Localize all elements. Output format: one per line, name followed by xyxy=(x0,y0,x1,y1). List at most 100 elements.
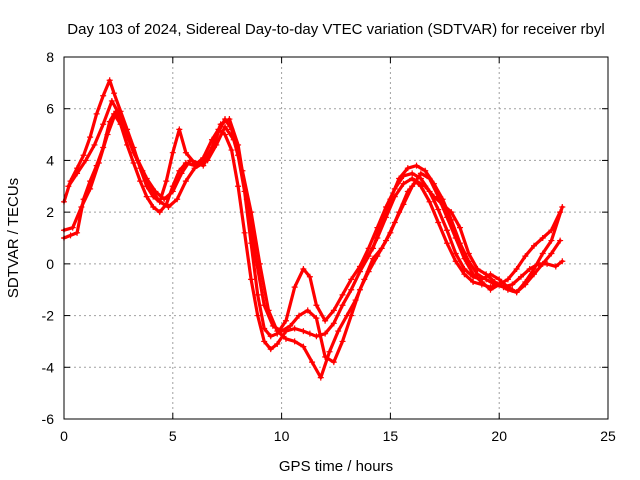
data-point xyxy=(309,359,316,366)
data-point xyxy=(113,108,120,115)
series-markers-2 xyxy=(61,77,564,340)
data-point xyxy=(417,170,424,177)
data-point xyxy=(291,325,298,332)
data-point xyxy=(261,325,268,332)
data-point xyxy=(448,216,455,223)
data-point xyxy=(409,170,416,177)
data-point xyxy=(422,183,429,190)
data-point xyxy=(304,307,311,314)
data-point xyxy=(322,330,329,337)
data-point xyxy=(339,302,346,309)
x-tick-label: 25 xyxy=(600,428,616,444)
data-point xyxy=(139,167,146,174)
x-tick-label: 10 xyxy=(274,428,290,444)
data-point xyxy=(339,338,346,345)
y-tick-label: 0 xyxy=(46,256,54,272)
data-point xyxy=(282,317,289,324)
data-point xyxy=(509,281,516,288)
data-point xyxy=(241,229,248,236)
data-point xyxy=(378,219,385,226)
data-point xyxy=(235,183,242,190)
data-point xyxy=(261,302,268,309)
ticks: 0 5 10 15 20 25 -6 -4 -2 0 2 4 6 8 xyxy=(42,49,616,444)
data-point xyxy=(291,284,298,291)
data-point xyxy=(191,165,198,172)
data-point xyxy=(478,278,485,285)
y-tick-label: -4 xyxy=(42,359,55,375)
series-line-5 xyxy=(362,164,514,292)
data-point xyxy=(261,338,268,345)
y-tick-label: -2 xyxy=(42,308,55,324)
data-point xyxy=(356,286,363,293)
data-point xyxy=(383,237,390,244)
data-point xyxy=(267,333,274,340)
data-point xyxy=(322,317,329,324)
x-axis-label: GPS time / hours xyxy=(279,458,393,475)
data-point xyxy=(100,92,107,99)
data-point xyxy=(496,276,503,283)
data-point xyxy=(95,160,102,167)
data-point xyxy=(69,224,76,231)
data-point xyxy=(513,289,520,296)
grid xyxy=(64,57,608,419)
data-point xyxy=(87,134,94,141)
data-point xyxy=(200,160,207,167)
data-point xyxy=(235,141,242,148)
data-point xyxy=(443,240,450,247)
data-point xyxy=(161,196,168,203)
data-point xyxy=(254,291,261,298)
data-point xyxy=(522,253,529,260)
data-point xyxy=(552,263,559,270)
data-point xyxy=(208,144,215,151)
data-point xyxy=(300,328,307,335)
data-point xyxy=(287,322,294,329)
data-point xyxy=(296,312,303,319)
series-line-4 xyxy=(62,109,564,364)
data-point xyxy=(470,278,477,285)
x-tick-label: 20 xyxy=(491,428,507,444)
data-point xyxy=(335,328,342,335)
data-point xyxy=(422,167,429,174)
data-point xyxy=(267,346,274,353)
data-point xyxy=(65,183,72,190)
series-line-2 xyxy=(62,78,562,338)
data-point xyxy=(339,291,346,298)
y-tick-label: 2 xyxy=(46,204,54,220)
data-point xyxy=(409,183,416,190)
data-point xyxy=(400,180,407,187)
series-markers-3 xyxy=(65,97,566,381)
data-point xyxy=(539,235,546,241)
data-point xyxy=(278,328,285,335)
data-point xyxy=(557,237,564,244)
data-point xyxy=(361,258,368,265)
series-markers-4 xyxy=(61,108,566,366)
data-point xyxy=(474,271,481,278)
data-point xyxy=(559,258,566,265)
data-point xyxy=(348,286,355,293)
series-markers-5 xyxy=(361,162,516,293)
data-point xyxy=(67,232,74,239)
plot-frame xyxy=(63,56,609,420)
data-series xyxy=(61,77,566,381)
data-point xyxy=(269,322,276,329)
data-point xyxy=(176,126,183,133)
data-point xyxy=(106,77,113,84)
data-point xyxy=(426,198,433,205)
data-point xyxy=(130,160,137,167)
data-point xyxy=(148,185,155,192)
data-point xyxy=(80,152,87,159)
x-tick-label: 0 xyxy=(60,428,68,444)
data-point xyxy=(317,374,324,381)
data-point xyxy=(150,203,157,210)
data-point xyxy=(137,178,144,185)
data-point xyxy=(457,240,464,247)
data-point xyxy=(430,180,437,187)
data-point xyxy=(387,196,394,203)
data-point xyxy=(100,121,107,128)
data-point xyxy=(348,276,355,283)
data-point xyxy=(248,276,255,283)
data-point xyxy=(452,250,459,257)
data-point xyxy=(111,90,118,97)
data-point xyxy=(313,333,320,340)
data-point xyxy=(539,250,546,257)
